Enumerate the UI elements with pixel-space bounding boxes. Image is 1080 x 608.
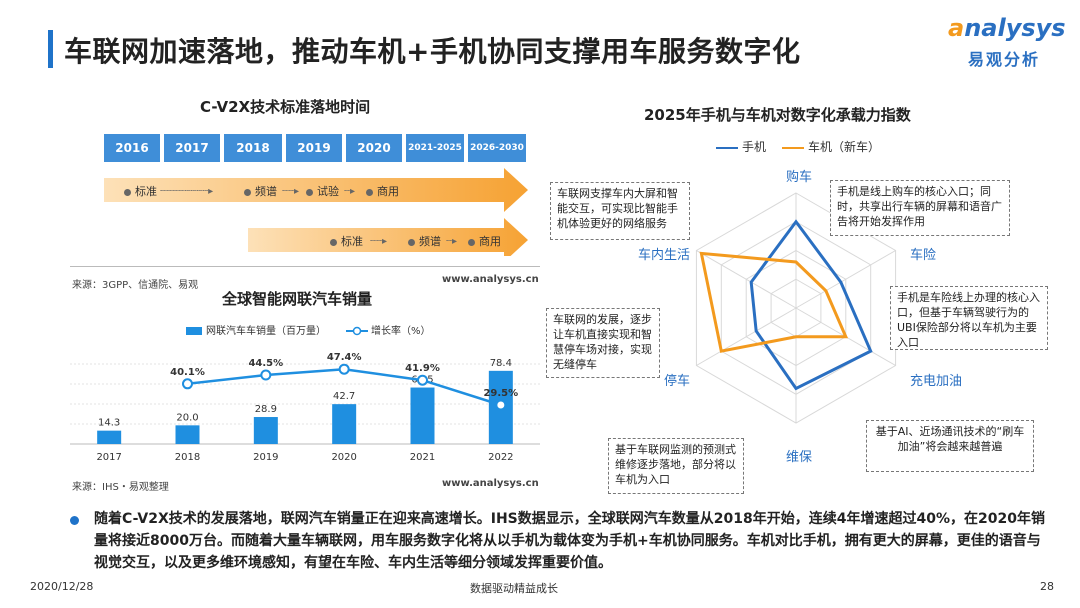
arrow-dashes: ┄┄▸ (370, 236, 388, 247)
radar-axis-label: 车险 (910, 248, 937, 263)
sales-bar (175, 425, 200, 444)
growth-label: 47.4% (327, 352, 362, 363)
arrow1-stage: 试验 (306, 183, 339, 199)
timeline-source: 来源：3GPP、信通院、易观 (72, 280, 199, 291)
growth-label: 29.5% (483, 388, 518, 399)
arrow-dashes: ┄▸ (344, 186, 356, 197)
arrow-dashes: ┄┄▸ (282, 186, 300, 197)
timeline-title: C-V2X技术标准落地时间 (200, 98, 371, 116)
page-number: 28 (1040, 580, 1054, 593)
radar-series-phone (749, 219, 873, 391)
arrow2-stage: 频谱 (408, 233, 441, 249)
summary-text: 随着C-V2X技术的发展落地，联网汽车销量正在迎来高速增长。IHS数据显示，全球… (94, 511, 1045, 571)
arrow2-stage: 商用 (468, 233, 501, 249)
callout-maintenance: 基于车联网监测的预测式维修逐步落地，部分将以车机为入口 (608, 438, 744, 494)
callout-insurance: 手机是车险线上办理的核心入口，但基于车辆驾驶行为的UBI保险部分将以车机为主要入… (890, 286, 1048, 350)
growth-point (260, 369, 272, 381)
sales-chart: 14.3201720.0201828.9201942.7202060.52021… (70, 352, 540, 463)
callout-buy-car: 手机是线上购车的核心入口；同时，共享出行车辆的屏幕和语音广告将开始发挥作用 (830, 180, 1010, 236)
sales-bar (97, 430, 122, 444)
bar-value: 20.0 (176, 412, 198, 423)
year-box: 2018 (224, 134, 282, 162)
year-tick: 2021 (410, 452, 435, 463)
year-box: 2019 (286, 134, 342, 162)
growth-label: 44.5% (248, 358, 283, 369)
footer-slogan: 数据驱动精益成长 (470, 582, 558, 595)
bar-value: 78.4 (490, 358, 512, 369)
legend-bar: 网联汽车车销量（百万量） (186, 322, 326, 337)
bullet-dot (70, 516, 79, 525)
sales-website: www.analysys.cn (442, 478, 539, 489)
growth-point (417, 374, 428, 386)
arrow2-stage: 标准 (330, 233, 363, 249)
page-title: 车联网加速落地，推动车机+手机协同支撑用车服务数字化 (64, 35, 801, 68)
growth-label: 40.1% (170, 367, 205, 378)
radar-spoke (696, 250, 797, 309)
year-box: 2021-2025 (406, 134, 464, 162)
growth-point (495, 399, 507, 411)
year-box: 2016 (104, 134, 160, 162)
radar-axis-label: 停车 (664, 374, 691, 389)
growth-label: 41.9% (405, 363, 440, 374)
logo-cn: 易观分析 (968, 50, 1041, 69)
timeline-arrow-2 (248, 218, 528, 256)
radar-axis-label: 购车 (786, 170, 813, 185)
year-box: 2020 (346, 134, 402, 162)
bar-value: 28.9 (255, 404, 277, 415)
timeline-arrows (104, 168, 528, 256)
growth-point (338, 363, 350, 375)
bar-value: 42.7 (333, 391, 355, 402)
callout-charging: 基于AI、近场通讯技术的“刷车加油”将会越来越普遍 (866, 420, 1034, 472)
radar-legend-phone: 手机 (716, 138, 766, 155)
logo: analysys (948, 14, 1066, 42)
bar-value: 14.3 (98, 418, 120, 429)
title-accent-bar (48, 30, 53, 68)
arrow-dashes: ┄┄┄┄┄┄┄┄▸ (160, 186, 214, 197)
year-tick: 2018 (175, 452, 200, 463)
logo-text: nalysys (964, 14, 1066, 42)
radar-spoke (795, 250, 896, 309)
radar-spoke (696, 307, 797, 366)
timeline-arrow-1 (104, 168, 528, 212)
arrow1-stage: 频谱 (244, 183, 277, 199)
radar-chart (695, 192, 897, 424)
footer-date: 2020/12/28 (30, 580, 94, 593)
year-tick: 2020 (331, 452, 356, 463)
arrow1-stage: 标准 (124, 183, 157, 199)
radar-axis-label: 充电加油 (910, 374, 963, 389)
radar-legend-car: 车机（新车） (782, 138, 880, 155)
radar-series-car (699, 251, 849, 353)
logo-letter-a: a (948, 14, 965, 42)
callout-parking: 车联网的发展，逐步让车机直接实现和智慧停车场对接，实现无缝停车 (546, 308, 660, 378)
arrow-dashes: ┄▸ (446, 236, 458, 247)
divider (70, 266, 540, 267)
sales-bar (410, 387, 435, 444)
sales-chart-title: 全球智能网联汽车销量 (222, 290, 373, 308)
year-tick: 2017 (96, 452, 121, 463)
year-tick: 2019 (253, 452, 278, 463)
year-box: 2017 (164, 134, 220, 162)
radar-axis-label: 车内生活 (638, 248, 691, 263)
year-tick: 2022 (488, 452, 513, 463)
year-box: 2026-2030 (468, 134, 526, 162)
legend-line: 增长率（%） (346, 322, 431, 337)
arrow1-stage: 商用 (366, 183, 399, 199)
sales-bar (253, 417, 278, 444)
sales-bar (332, 404, 357, 444)
callout-in-car-life: 车联网支撑车内大屏和智能交互，可实现比智能手机体验更好的网络服务 (550, 182, 690, 240)
timeline-website: www.analysys.cn (442, 274, 539, 285)
growth-point (182, 378, 193, 390)
radar-title: 2025年手机与车机对数字化承载力指数 (644, 106, 911, 124)
radar-axis-label: 维保 (786, 450, 813, 465)
sales-source: 来源：IHS・易观整理 (72, 482, 169, 493)
